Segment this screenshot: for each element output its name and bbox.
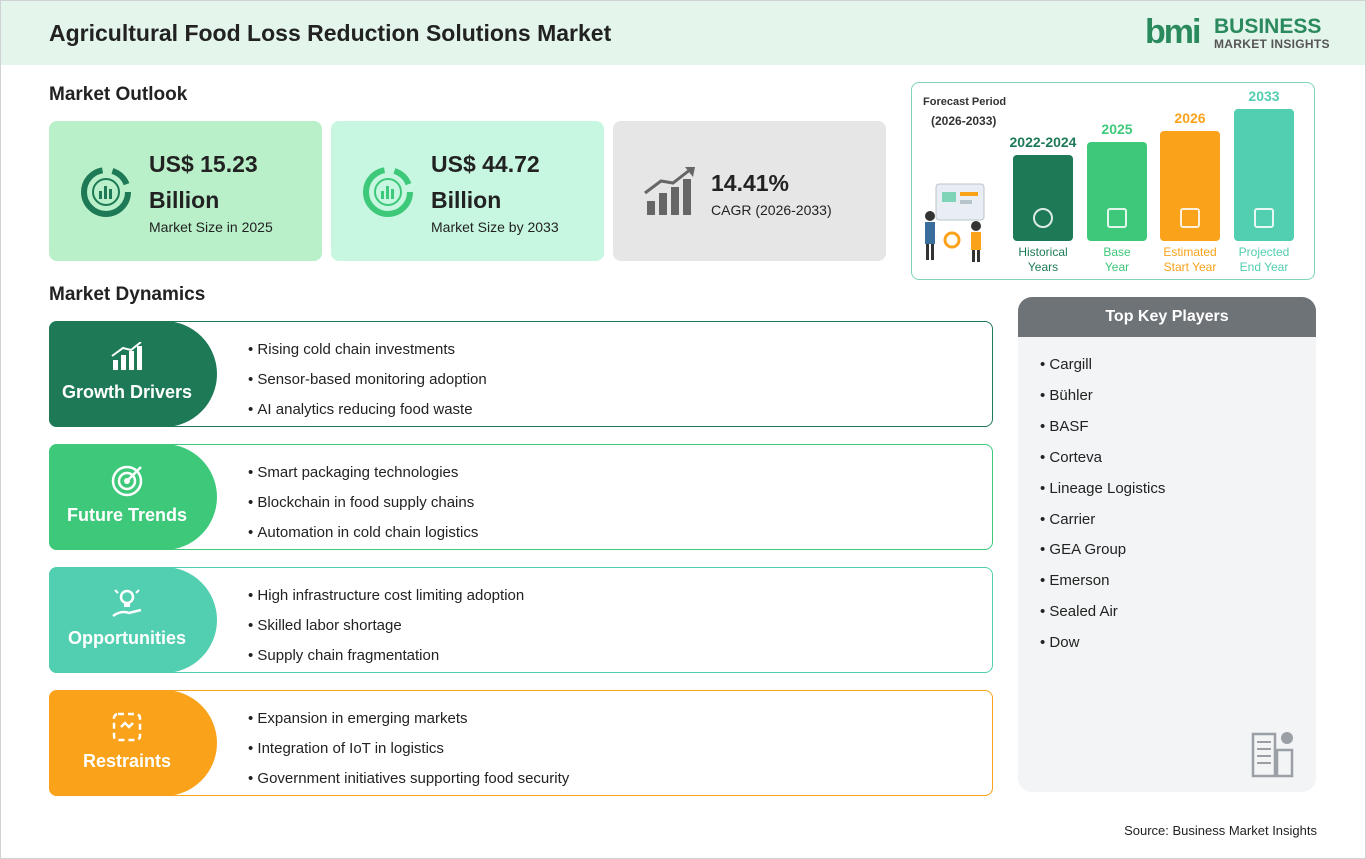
forecast-label: Years xyxy=(1027,260,1059,274)
dynamics-item: Integration of IoT in logistics xyxy=(248,740,444,757)
dynamics-item: Smart packaging technologies xyxy=(248,464,458,481)
bar-icon xyxy=(1180,208,1200,228)
player-item: BASF xyxy=(1040,418,1088,435)
forecast-label: Start Year xyxy=(1163,260,1217,274)
forecast-label: Projected xyxy=(1238,245,1290,259)
card-value: US$ 44.72 xyxy=(431,151,540,177)
forecast-year: 2033 xyxy=(1248,88,1280,104)
player-item: Bühler xyxy=(1040,387,1092,404)
card-value: 14.41% xyxy=(711,170,790,196)
forecast-range: (2026-2033) xyxy=(931,114,997,128)
dynamics-item: Automation in cold chain logistics xyxy=(248,524,478,541)
dynamics-item: Supply chain fragmentation xyxy=(248,647,439,664)
donut-icon xyxy=(363,167,413,217)
player-item: Sealed Air xyxy=(1040,603,1117,620)
player-item: Emerson xyxy=(1040,572,1109,589)
logo-name: BUSINESS xyxy=(1214,15,1322,38)
donut-icon xyxy=(81,167,131,217)
player-item: Cargill xyxy=(1040,356,1092,373)
dynamics-item: Government initiatives supporting food s… xyxy=(248,770,569,787)
card-label: Market Size in 2025 xyxy=(149,219,273,235)
forecast-bar xyxy=(1234,109,1294,241)
dynamics-pill xyxy=(49,321,217,427)
icon xyxy=(111,341,142,370)
forecast-label: Base xyxy=(1103,245,1131,259)
icon xyxy=(112,712,142,742)
logo-sub: MARKET INSIGHTS xyxy=(1214,37,1330,51)
forecast-bar xyxy=(1160,131,1220,241)
source-note: Source: Business Market Insights xyxy=(1124,823,1317,838)
forecast-label: Historical xyxy=(1018,245,1068,259)
dynamics-pill xyxy=(49,444,217,550)
card xyxy=(613,121,886,261)
dynamics-title: Growth Drivers xyxy=(61,382,193,402)
card-label: Market Size by 2033 xyxy=(431,219,559,235)
dynamics-item: Skilled labor shortage xyxy=(248,617,401,634)
player-item: Dow xyxy=(1040,634,1079,651)
forecast-bar xyxy=(1087,142,1147,241)
dynamics-icon xyxy=(111,465,143,497)
dynamics-item: Expansion in emerging markets xyxy=(248,710,467,727)
card-value: US$ 15.23 xyxy=(149,151,258,177)
card-unit: Billion xyxy=(431,187,502,213)
forecast-label: End Year xyxy=(1239,260,1289,274)
section-heading: Market Dynamics xyxy=(49,284,206,305)
bar-icon xyxy=(1254,208,1274,228)
dynamics-item: Blockchain in food supply chains xyxy=(248,494,474,511)
dynamics-title: Future Trends xyxy=(66,505,187,525)
dynamics-icon xyxy=(111,341,143,374)
bar-icon xyxy=(1033,208,1053,228)
forecast-year: 2026 xyxy=(1174,110,1206,126)
people-illustration xyxy=(925,183,985,262)
header-bar xyxy=(1,1,1365,65)
card-label: CAGR (2026-2033) xyxy=(711,202,832,218)
bar-icon xyxy=(1107,208,1127,228)
player-item: Corteva xyxy=(1040,449,1102,466)
logo-mark: bmi xyxy=(1145,13,1201,51)
player-item: GEA Group xyxy=(1040,541,1126,558)
forecast-bar xyxy=(1013,155,1073,241)
dynamics-title: Opportunities xyxy=(68,628,186,648)
forecast-year: 2025 xyxy=(1101,121,1133,137)
player-item: Lineage Logistics xyxy=(1040,480,1165,497)
page-title: Agricultural Food Loss Reduction Solutio… xyxy=(49,20,612,46)
dynamics-item: High infrastructure cost limiting adopti… xyxy=(248,587,524,604)
dynamics-title: Restraints xyxy=(82,751,172,771)
dynamics-item: Sensor-based monitoring adoption xyxy=(248,371,486,388)
growth-icon xyxy=(644,167,695,215)
forecast-label: Estimated xyxy=(1163,245,1217,259)
icon xyxy=(111,465,143,497)
players-heading: Top Key Players xyxy=(1018,297,1316,337)
dynamics-item: AI analytics reducing food waste xyxy=(248,401,472,418)
icon xyxy=(112,589,142,618)
dynamics-icon xyxy=(111,588,143,620)
dynamics-pill xyxy=(49,690,217,796)
forecast-year: 2022-2024 xyxy=(1009,134,1077,150)
dynamics-pill xyxy=(49,567,217,673)
forecast-label: Year xyxy=(1104,260,1130,274)
building-icon xyxy=(1251,732,1294,778)
dynamics-icon xyxy=(111,711,143,743)
card-unit: Billion xyxy=(149,187,220,213)
dynamics-item: Rising cold chain investments xyxy=(248,341,455,358)
card xyxy=(49,121,322,261)
forecast-title: Forecast Period xyxy=(923,96,1007,108)
section-heading: Market Outlook xyxy=(49,84,188,105)
player-item: Carrier xyxy=(1040,511,1095,528)
card xyxy=(331,121,604,261)
